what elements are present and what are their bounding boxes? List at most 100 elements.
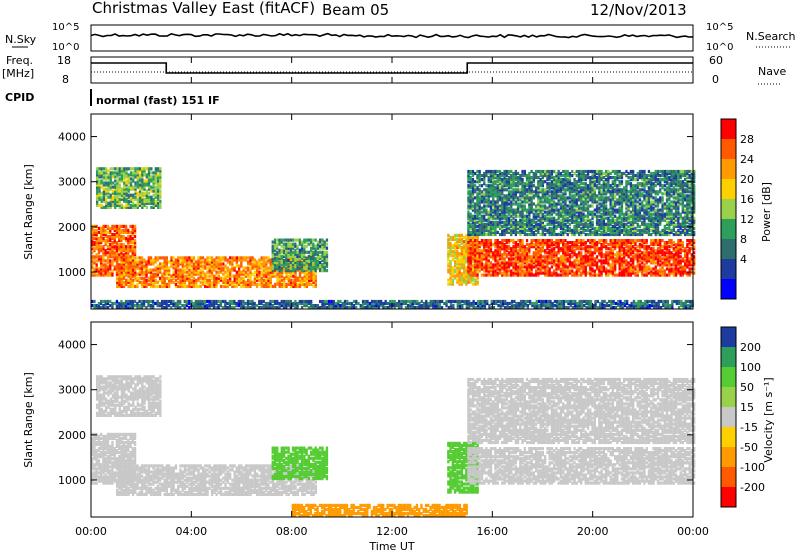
power-cell bbox=[499, 186, 501, 189]
power-cell bbox=[497, 239, 499, 242]
power-cell bbox=[576, 263, 578, 266]
power-cell bbox=[161, 273, 163, 276]
power-cell bbox=[130, 194, 132, 197]
power-cell bbox=[105, 167, 107, 170]
power-cell bbox=[200, 269, 202, 272]
power-cell bbox=[610, 239, 612, 242]
power-cell bbox=[118, 225, 120, 228]
power-cell bbox=[488, 239, 490, 242]
power-cell bbox=[146, 206, 148, 209]
power-cell bbox=[256, 283, 258, 286]
power-cell bbox=[510, 190, 512, 193]
power-cell bbox=[173, 260, 175, 263]
power-cell bbox=[159, 277, 161, 280]
power-cell bbox=[103, 171, 105, 174]
power-cell bbox=[247, 267, 249, 270]
power-cell bbox=[173, 281, 175, 284]
power-cell bbox=[136, 273, 138, 276]
power-cell bbox=[521, 178, 523, 181]
power-cell bbox=[477, 254, 479, 257]
power-cell bbox=[625, 239, 627, 242]
power-cell bbox=[238, 265, 240, 268]
power-cell bbox=[610, 247, 612, 250]
power-cell bbox=[499, 213, 501, 216]
power-cell bbox=[245, 267, 247, 270]
power-cell bbox=[153, 198, 155, 201]
power-cell bbox=[161, 262, 163, 265]
power-cell bbox=[186, 271, 188, 274]
power-cell bbox=[533, 231, 535, 234]
power-cell bbox=[179, 269, 181, 272]
power-cell bbox=[474, 188, 476, 191]
power-cell bbox=[546, 229, 548, 232]
power-cell bbox=[470, 247, 472, 250]
power-cell bbox=[202, 271, 204, 274]
power-cell bbox=[544, 180, 546, 183]
power-cell bbox=[474, 263, 476, 266]
power-cell bbox=[191, 256, 193, 259]
power-cell bbox=[148, 277, 150, 280]
power-cell bbox=[139, 173, 141, 176]
power-cell bbox=[485, 249, 487, 252]
power-cell bbox=[101, 179, 103, 182]
power-cell bbox=[664, 241, 666, 244]
power-cell bbox=[125, 237, 127, 240]
nave-tick-bottom: 0 bbox=[712, 73, 719, 86]
power-cell bbox=[578, 245, 580, 248]
power-cell bbox=[621, 253, 623, 256]
power-cell bbox=[134, 258, 136, 261]
power-cell bbox=[102, 263, 104, 266]
power-cell bbox=[130, 177, 132, 180]
power-cell bbox=[319, 239, 321, 242]
power-cell bbox=[567, 265, 569, 268]
power-cell bbox=[483, 172, 485, 175]
power-cell bbox=[600, 259, 602, 262]
power-cell bbox=[292, 239, 294, 242]
power-cell bbox=[689, 267, 691, 270]
power-cell bbox=[252, 281, 254, 284]
power-cell bbox=[546, 190, 548, 193]
power-cell bbox=[116, 256, 118, 259]
power-cell bbox=[519, 188, 521, 191]
power-cell bbox=[641, 239, 643, 242]
power-cell bbox=[607, 269, 609, 272]
power-cell bbox=[515, 219, 517, 222]
power-cell bbox=[503, 229, 505, 232]
power-cell bbox=[560, 178, 562, 181]
power-cell bbox=[452, 266, 454, 269]
power-cell bbox=[607, 251, 609, 254]
power-cell bbox=[306, 251, 308, 254]
power-cell bbox=[549, 267, 551, 270]
power-cell bbox=[628, 261, 630, 264]
power-cell bbox=[503, 188, 505, 191]
power-cell bbox=[682, 249, 684, 252]
power-cell bbox=[596, 261, 598, 264]
power-cell bbox=[195, 279, 197, 282]
power-cell bbox=[558, 170, 560, 173]
power-cell bbox=[623, 239, 625, 242]
power-cell bbox=[544, 255, 546, 258]
power-cell bbox=[454, 260, 456, 263]
power-cell bbox=[157, 202, 159, 205]
power-cell bbox=[467, 211, 469, 214]
power-cell bbox=[222, 285, 224, 288]
power-cell bbox=[134, 167, 136, 170]
power-cell bbox=[137, 198, 139, 201]
power-cell bbox=[100, 227, 102, 230]
power-cell bbox=[490, 170, 492, 173]
power-cell bbox=[206, 256, 208, 259]
power-cell bbox=[143, 198, 145, 201]
power-cell bbox=[560, 267, 562, 270]
power-cell bbox=[132, 194, 134, 197]
power-cell bbox=[517, 249, 519, 252]
power-cell bbox=[98, 204, 100, 207]
power-cell bbox=[533, 265, 535, 268]
power-cell bbox=[506, 215, 508, 218]
power-cell bbox=[123, 258, 125, 261]
power-cell bbox=[111, 225, 113, 228]
power-cell bbox=[555, 239, 557, 242]
power-cell bbox=[157, 281, 159, 284]
power-cell bbox=[542, 188, 544, 191]
power-cell bbox=[542, 259, 544, 262]
power-cell bbox=[637, 245, 639, 248]
